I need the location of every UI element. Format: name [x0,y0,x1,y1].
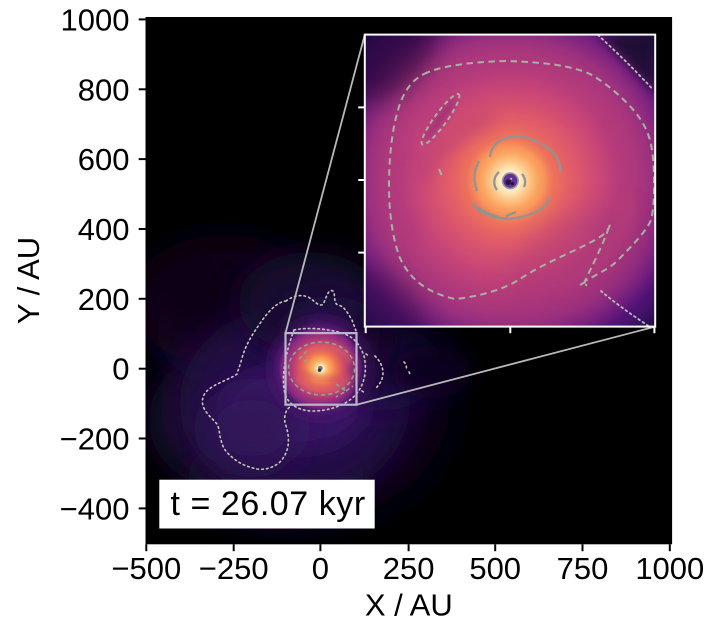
svg-text:−400: −400 [60,491,130,526]
svg-text:200: 200 [78,282,130,317]
svg-text:750: 750 [557,551,609,586]
svg-text:−500: −500 [111,551,181,586]
svg-text:−200: −200 [60,422,130,457]
svg-text:−250: −250 [199,551,269,586]
svg-text:600: 600 [78,142,130,177]
svg-text:1000: 1000 [635,551,704,586]
svg-text:t = 26.07 kyr: t = 26.07 kyr [171,485,366,523]
svg-text:Y / AU: Y / AU [11,237,46,324]
svg-text:400: 400 [78,212,130,247]
svg-text:500: 500 [469,551,521,586]
svg-text:800: 800 [78,72,130,107]
svg-text:0: 0 [112,352,129,387]
svg-text:0: 0 [312,551,329,586]
svg-text:250: 250 [383,551,435,586]
svg-text:1000: 1000 [61,2,130,37]
svg-text:X / AU: X / AU [365,588,453,623]
